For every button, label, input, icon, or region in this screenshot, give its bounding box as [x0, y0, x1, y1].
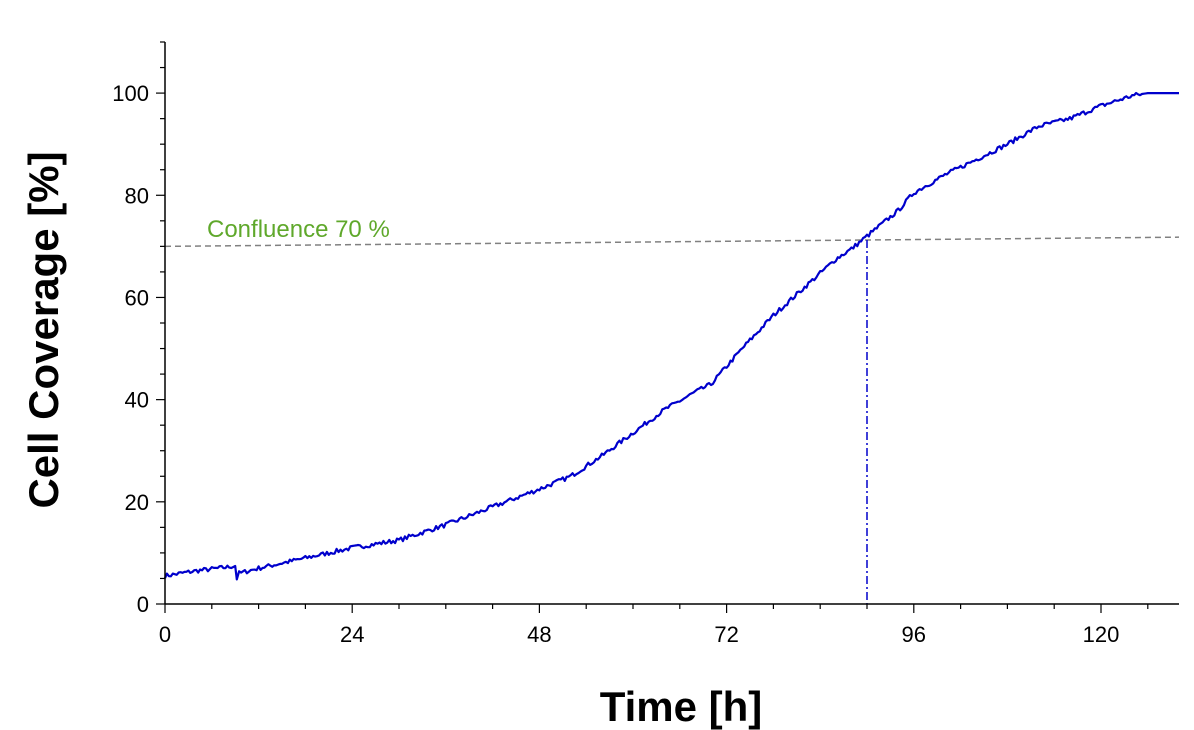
series-layer — [163, 91, 1179, 604]
x-tick-label: 24 — [340, 622, 364, 647]
x-axis-title: Time [h] — [600, 683, 763, 730]
x-tick-label: 120 — [1083, 622, 1120, 647]
y-tick-label: 60 — [125, 285, 149, 310]
y-tick-label: 100 — [112, 81, 149, 106]
reference-layer — [164, 236, 1180, 248]
coverage-series-line — [163, 91, 1179, 581]
y-tick-label: 0 — [137, 592, 149, 617]
x-tick-label: 48 — [527, 622, 551, 647]
x-tick-label: 72 — [714, 622, 738, 647]
y-tick-label: 80 — [125, 183, 149, 208]
y-tick-label: 40 — [125, 388, 149, 413]
y-tick-label: 20 — [125, 490, 149, 515]
x-tick-label: 96 — [902, 622, 926, 647]
confluence-annotation: Confluence 70 % — [207, 216, 390, 243]
confluence-reference-line — [164, 236, 1180, 248]
x-tick-label: 0 — [159, 622, 171, 647]
y-axis-title: Cell Coverage [%] — [20, 151, 67, 508]
axes-layer: 0 24 48 72 96 120 0 20 40 60 80 100 — [112, 41, 1179, 647]
